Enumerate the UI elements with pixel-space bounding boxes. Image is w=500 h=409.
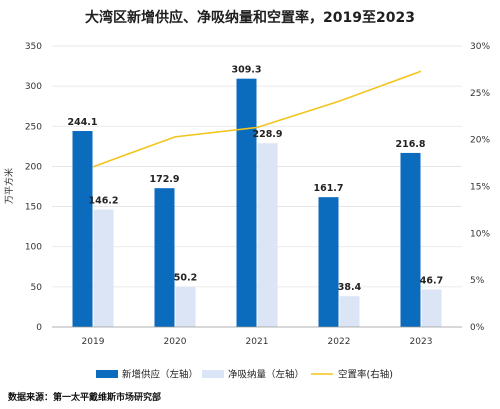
data-label: 309.3 (231, 65, 261, 76)
bar (72, 131, 93, 327)
x-tick-label: 2023 (410, 337, 433, 347)
bar (93, 209, 114, 327)
data-label: 172.9 (149, 174, 179, 185)
data-label: 46.7 (420, 276, 443, 287)
gridlines (52, 45, 462, 288)
x-tick-label: 2019 (82, 337, 105, 347)
bars: 244.1 172.9 309.3 161.7 216.8 146.2 50.2 228.9 3… (67, 65, 443, 327)
x-tick-label: 2021 (246, 337, 269, 347)
y2-tick-label: 0% (470, 323, 485, 333)
bar (154, 188, 175, 327)
legend-label: 新增供应（左轴） (122, 369, 198, 381)
y2-tick-label: 10% (470, 229, 490, 239)
data-label: 228.9 (252, 129, 282, 140)
bar (257, 143, 278, 327)
legend-swatch (202, 370, 224, 378)
y-tick-label: 100 (25, 243, 42, 253)
y2-tick-label: 5% (470, 276, 485, 286)
data-label: 146.2 (88, 196, 118, 207)
bar (339, 296, 360, 327)
legend-label: 空置率(右轴) (338, 369, 393, 381)
right-axis-ticks: 0% 5% 10% 15% 20% 25% 30% (470, 42, 490, 333)
left-axis-ticks: 0 50 100 150 200 250 300 350 (25, 42, 42, 333)
y2-tick-label: 30% (470, 42, 490, 52)
legend: 新增供应（左轴） 净吸纳量（左轴） 空置率(右轴) (96, 369, 393, 381)
bar (175, 286, 196, 327)
legend-swatch (96, 370, 118, 378)
chart-title: 大湾区新增供应、净吸纳量和空置率，2019至2023 (85, 9, 415, 26)
source-note: 数据来源：第一太平戴维斯市场研究部 (8, 391, 161, 403)
y-tick-label: 250 (25, 122, 42, 132)
data-label: 50.2 (174, 273, 197, 284)
bar (318, 197, 339, 327)
y-tick-label: 0 (36, 323, 42, 333)
x-tick-label: 2022 (328, 337, 351, 347)
data-label: 216.8 (395, 139, 425, 150)
y2-tick-label: 15% (470, 183, 490, 193)
data-label: 38.4 (338, 282, 362, 293)
bar (400, 152, 421, 327)
y-tick-label: 50 (31, 283, 43, 293)
line-series (92, 70, 422, 168)
legend-label: 净吸纳量（左轴） (228, 369, 304, 381)
vacancy-line (92, 70, 422, 168)
y2-tick-label: 20% (470, 136, 490, 146)
data-label: 244.1 (67, 117, 97, 128)
bar (236, 78, 257, 327)
x-tick-label: 2020 (164, 337, 187, 347)
data-label: 161.7 (313, 183, 343, 194)
bar (421, 289, 442, 327)
y-tick-label: 300 (25, 82, 42, 92)
x-axis-ticks: 2019 2020 2021 2022 2023 (82, 337, 433, 347)
y-tick-label: 350 (25, 42, 42, 52)
y-tick-label: 200 (25, 162, 42, 172)
y-axis-label: 万平方米 (3, 168, 15, 204)
y2-tick-label: 25% (470, 89, 490, 99)
y-tick-label: 150 (25, 203, 42, 213)
